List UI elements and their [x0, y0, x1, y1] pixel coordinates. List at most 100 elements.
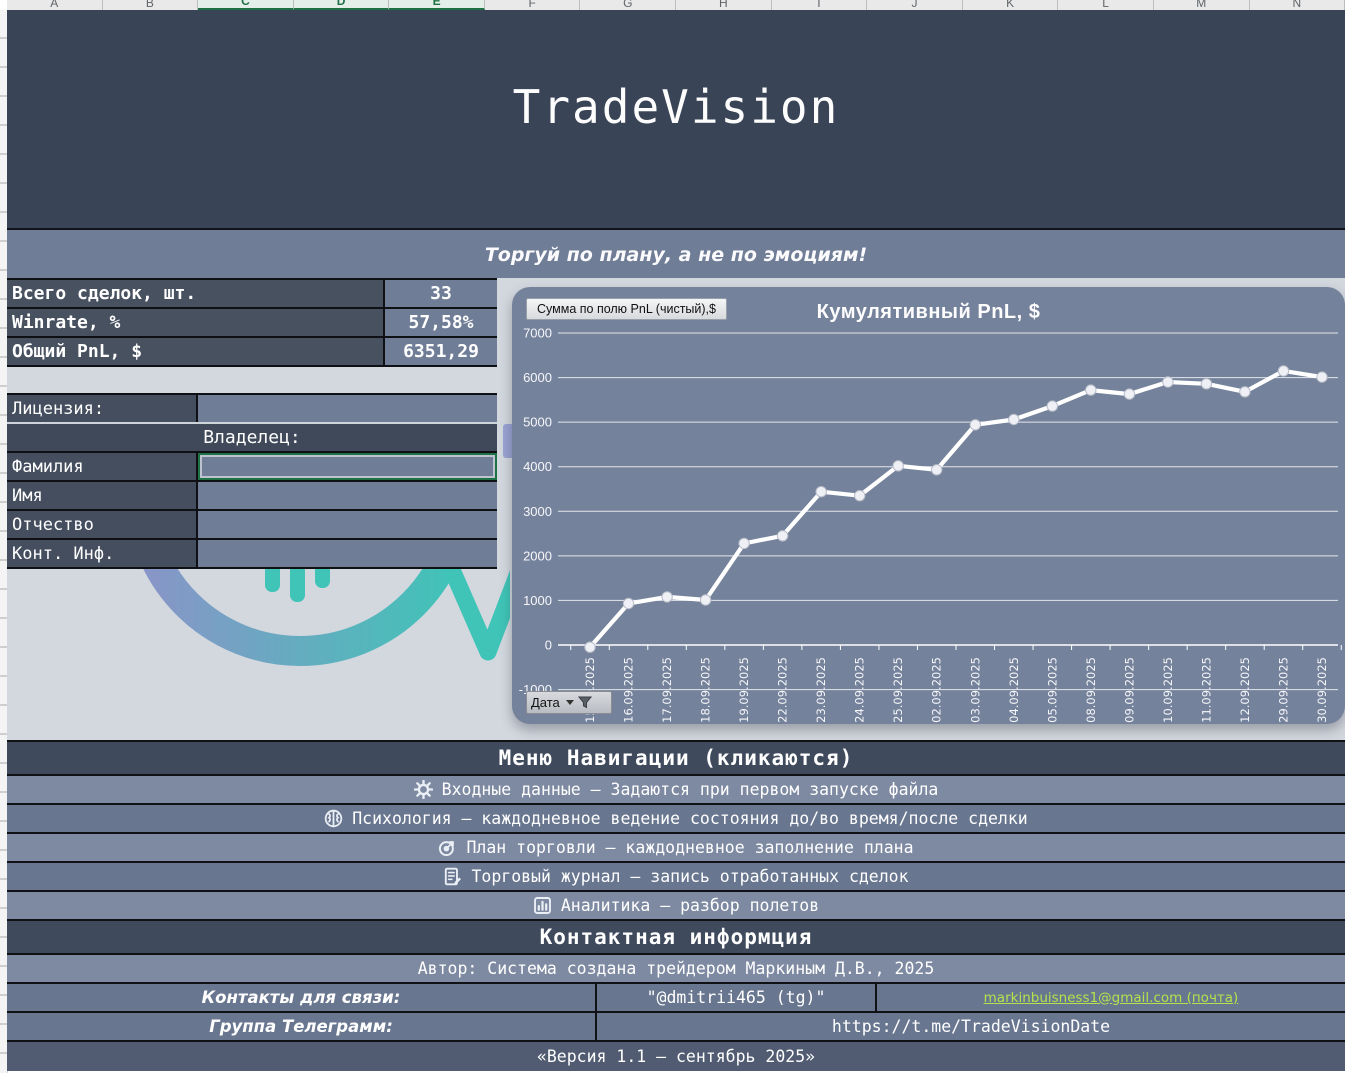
surname-input-cell[interactable]: [198, 453, 497, 480]
column-header-d[interactable]: D: [293, 0, 390, 10]
table-row: Имя: [7, 480, 497, 509]
motto-banner: Торгуй по плану, а не по эмоциям!: [7, 228, 1345, 280]
svg-text:02.09.2025: 02.09.2025: [930, 657, 944, 723]
surname-label: Фамилия: [7, 453, 198, 480]
column-header-g[interactable]: G: [580, 0, 677, 10]
tradevision-logo-watermark: [141, 566, 510, 666]
contacts-row: Контакты для связи: "@dmitrii465 (tg)" m…: [7, 982, 1345, 1011]
column-header-a[interactable]: A: [7, 0, 103, 10]
svg-text:08.09.2025: 08.09.2025: [1084, 657, 1098, 723]
nav-item-label: Аналитика – разбор полетов: [560, 896, 820, 915]
column-header-i[interactable]: I: [772, 0, 868, 10]
svg-text:23.09.2025: 23.09.2025: [814, 657, 828, 723]
column-header-e[interactable]: E: [389, 0, 485, 10]
journal-icon: [443, 867, 462, 886]
svg-text:25.09.2025: 25.09.2025: [891, 657, 905, 723]
contact-section-title: Контактная информция: [7, 919, 1345, 953]
patronymic-input-cell[interactable]: [198, 511, 497, 538]
contact-section-title-text: Контактная информция: [539, 925, 813, 949]
lower-sections: Меню Навигации (кликаются) Входные данны…: [7, 740, 1345, 1071]
nav-item-label: Входные данные – Задаются при первом зап…: [441, 780, 939, 799]
column-header-j[interactable]: J: [867, 0, 963, 10]
svg-text:05.09.2025: 05.09.2025: [1045, 657, 1059, 723]
svg-text:30.09.2025: 30.09.2025: [1315, 657, 1329, 723]
table-row: Лицензия:: [7, 393, 497, 422]
nav-item-analytics[interactable]: Аналитика – разбор полетов: [7, 890, 1345, 919]
license-value-cell[interactable]: [198, 395, 497, 422]
table-row: Конт. Инф.: [7, 538, 497, 569]
stat-value-winrate[interactable]: 57,58%: [385, 309, 497, 336]
nav-menu-title: Меню Навигации (кликаются): [7, 740, 1345, 774]
column-header-n[interactable]: N: [1250, 0, 1345, 10]
svg-text:3000: 3000: [523, 504, 552, 519]
svg-text:04.09.2025: 04.09.2025: [1007, 657, 1021, 723]
nav-item-trading-plan[interactable]: План торговли – каждодневное заполнение …: [7, 832, 1345, 861]
svg-text:5000: 5000: [523, 415, 552, 430]
column-header-k[interactable]: K: [963, 0, 1059, 10]
analytics-icon: [533, 896, 552, 915]
version-row: «Версия 1.1 – сентябрь 2025»: [7, 1040, 1345, 1071]
svg-text:09.09.2025: 09.09.2025: [1122, 657, 1136, 723]
date-filter-button[interactable]: Дата: [526, 691, 612, 714]
nav-item-label: Психология – каждодневное ведение состоя…: [352, 809, 1028, 828]
chart-title: Кумулятивный PnL, $: [816, 301, 1041, 323]
firstname-label: Имя: [7, 482, 198, 509]
date-filter-label: Дата: [531, 695, 560, 710]
stat-label-total-pnl: Общий PnL, $: [7, 338, 385, 365]
stat-label-winrate: Winrate, %: [7, 309, 385, 336]
stat-value-total-trades[interactable]: 33: [385, 280, 497, 307]
stat-value-total-pnl[interactable]: 6351,29: [385, 338, 497, 365]
column-header-f[interactable]: F: [485, 0, 581, 10]
owner-header: Владелец:: [7, 422, 497, 451]
nav-item-label: Торговый журнал – запись отработанных сд…: [471, 867, 909, 886]
column-header-h[interactable]: H: [676, 0, 772, 10]
svg-text:1000: 1000: [523, 593, 552, 608]
svg-text:10.09.2025: 10.09.2025: [1161, 657, 1175, 723]
pivot-field-button[interactable]: Сумма по полю PnL (чистый),$: [526, 298, 727, 320]
telegram-group-link[interactable]: https://t.me/TradeVisionDate: [831, 1017, 1111, 1036]
nav-item-label: План торговли – каждодневное заполнение …: [466, 838, 914, 857]
app-title: TradeVision: [512, 80, 840, 134]
funnel-icon: [577, 696, 592, 708]
nav-item-input-data[interactable]: Входные данные – Задаются при первом зап…: [7, 774, 1345, 803]
svg-text:22.09.2025: 22.09.2025: [776, 657, 790, 723]
table-row: Отчество: [7, 509, 497, 538]
firstname-input-cell[interactable]: [198, 482, 497, 509]
version-text: «Версия 1.1 – сентябрь 2025»: [536, 1047, 816, 1066]
svg-text:29.09.2025: 29.09.2025: [1276, 657, 1290, 723]
column-header-c[interactable]: C: [198, 0, 294, 10]
svg-text:11.09.2025: 11.09.2025: [1199, 657, 1213, 723]
svg-text:6000: 6000: [523, 370, 552, 385]
nav-item-trade-journal[interactable]: Торговый журнал – запись отработанных сд…: [7, 861, 1345, 890]
stat-label-total-trades: Всего сделок, шт.: [7, 280, 385, 307]
table-row: Фамилия: [7, 451, 497, 480]
patronymic-label: Отчество: [7, 511, 198, 538]
license-table: Лицензия: Владелец: Фамилия Имя Отчество…: [7, 393, 497, 569]
stats-table: Всего сделок, шт. 33 Winrate, % 57,58% О…: [7, 278, 497, 367]
email-cell: markinbuisness1@gmail.com (почта): [877, 984, 1345, 1011]
svg-text:4000: 4000: [523, 459, 552, 474]
dropdown-arrow-icon: [565, 700, 574, 705]
svg-text:0: 0: [545, 638, 552, 653]
column-header-l[interactable]: L: [1058, 0, 1154, 10]
telegram-group-row: Группа Телеграмм: https://t.me/TradeVisi…: [7, 1011, 1345, 1040]
svg-text:7000: 7000: [523, 326, 552, 341]
column-header-m[interactable]: M: [1154, 0, 1250, 10]
svg-text:17.09.2025: 17.09.2025: [660, 657, 674, 723]
telegram-group-label: Группа Телеграмм:: [7, 1013, 597, 1040]
app-header: TradeVision: [7, 10, 1345, 228]
pivot-chart-panel: 7000 6000 5000 4000 3000 2000 1000 0 -1000 15.09.…: [512, 287, 1345, 724]
contact-info-label: Конт. Инф.: [7, 540, 198, 567]
gear-icon: [413, 780, 433, 799]
contact-info-input-cell[interactable]: [198, 540, 497, 567]
svg-text:19.09.2025: 19.09.2025: [737, 657, 751, 723]
email-link[interactable]: markinbuisness1@gmail.com (почта): [983, 989, 1239, 1006]
svg-text:16.09.2025: 16.09.2025: [622, 657, 636, 723]
column-header-b[interactable]: B: [103, 0, 199, 10]
table-row: Общий PnL, $ 6351,29: [7, 336, 497, 365]
owner-header-label: Владелец:: [203, 427, 301, 448]
nav-item-psychology[interactable]: Психология – каждодневное ведение состоя…: [7, 803, 1345, 832]
author-text: Автор: Система создана трейдером Маркины…: [417, 959, 935, 978]
